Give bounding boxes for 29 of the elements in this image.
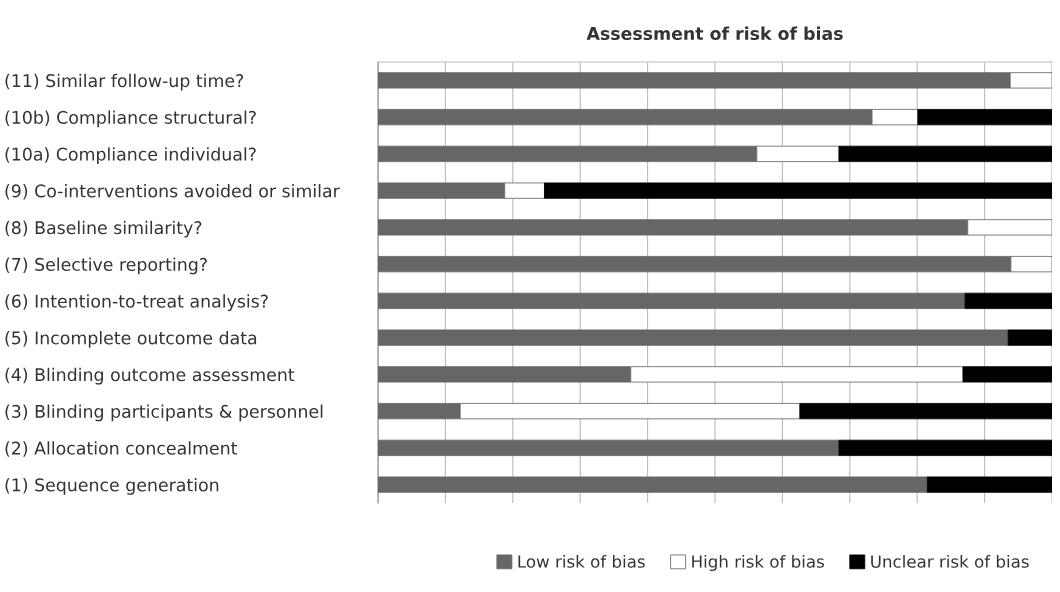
y-tick-label: (2) Allocation concealment (5, 441, 238, 457)
chart-title: Assessment of risk of bias (586, 26, 843, 41)
y-tick-label: (5) Incomplete outcome data (5, 331, 257, 348)
bar (1007, 329, 1052, 346)
legend-label: Unclear risk of bias (871, 554, 1029, 568)
bar (838, 439, 1052, 457)
bar (378, 292, 966, 310)
bar (838, 145, 1052, 163)
y-tick-label: (10a) Compliance individual? (5, 147, 256, 165)
bar (964, 292, 1052, 310)
y-tick-label: (1) Sequence generation (5, 478, 219, 495)
y-tick-label: (7) Selective reporting? (5, 257, 207, 275)
bar (378, 476, 928, 493)
y-tick-label: (8) Baseline similarity? (5, 220, 202, 238)
bar (378, 329, 1009, 346)
y-tick-label: (3) Blinding participants & personnel (5, 404, 323, 422)
bar (926, 476, 1052, 493)
y-tick-label: (4) Blinding outcome assessment (5, 367, 295, 385)
bar (917, 108, 1052, 126)
legend-label: Low risk of bias (518, 554, 645, 568)
bar (378, 439, 840, 457)
bar (544, 182, 1052, 199)
legend-label: High risk of bias (692, 554, 824, 572)
y-tick-label: (9) Co-interventions avoided or similar (5, 184, 340, 200)
y-tick-label: (11) Similar follow-up time? (5, 73, 244, 91)
bar (962, 366, 1052, 383)
y-tick-label: (10b) Compliance structural? (5, 110, 256, 128)
y-tick-label: (6) Intention-to-treat analysis? (5, 294, 268, 312)
bar (799, 402, 1052, 420)
